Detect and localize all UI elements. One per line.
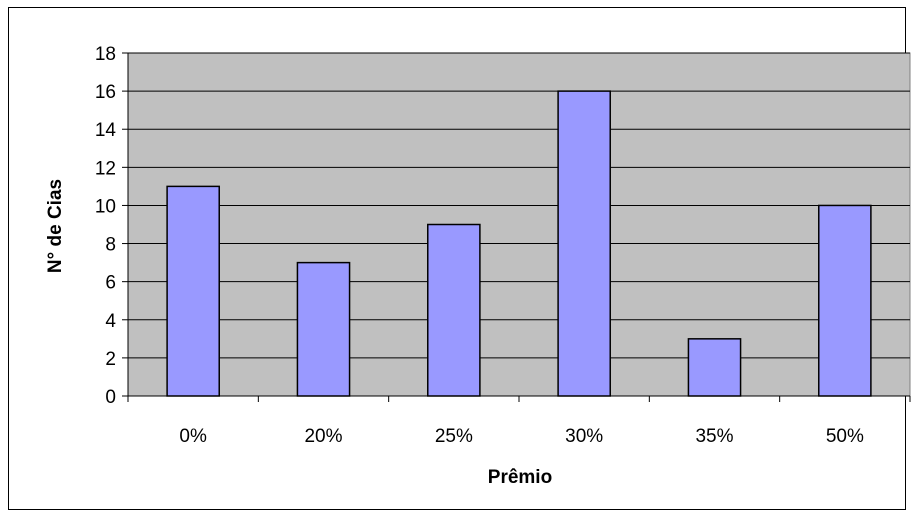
y-tick-label: 16: [95, 82, 116, 103]
y-tick-label: 10: [95, 196, 116, 217]
y-tick-label: 6: [105, 273, 116, 294]
y-tick-label: 2: [105, 349, 116, 370]
y-tick-label: 14: [95, 120, 117, 141]
bar-50%: [818, 204, 872, 397]
x-tick-label: 30%: [565, 426, 603, 447]
y-tick-label: 0: [105, 387, 116, 408]
bar-25%: [427, 223, 481, 397]
y-tick-label: 18: [95, 44, 116, 65]
bar-30%: [557, 90, 611, 397]
y-tick-label: 4: [105, 311, 116, 332]
bar-20%: [296, 261, 351, 397]
bar-0%: [166, 185, 220, 397]
x-tick-label: 50%: [826, 426, 864, 447]
x-tick-label: 25%: [435, 426, 473, 447]
y-tick-label: 12: [95, 158, 116, 179]
plot-area: [127, 52, 911, 397]
y-axis-title: N° de Cias: [45, 179, 66, 273]
x-tick-label: 20%: [304, 426, 342, 447]
y-tick-label: 8: [105, 235, 116, 256]
x-tick-label: 35%: [695, 426, 733, 447]
x-tick-label: 0%: [179, 426, 207, 447]
x-axis-title: Prêmio: [488, 467, 552, 488]
bar-35%: [687, 338, 742, 397]
